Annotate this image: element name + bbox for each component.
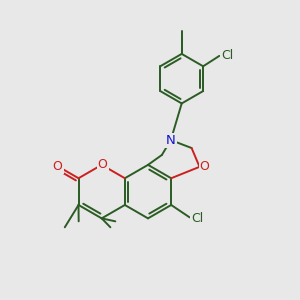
Text: Cl: Cl: [191, 212, 204, 225]
Text: Cl: Cl: [221, 50, 233, 62]
Text: O: O: [200, 160, 209, 173]
Text: O: O: [98, 158, 108, 171]
Text: O: O: [53, 160, 63, 173]
Text: N: N: [166, 134, 176, 147]
